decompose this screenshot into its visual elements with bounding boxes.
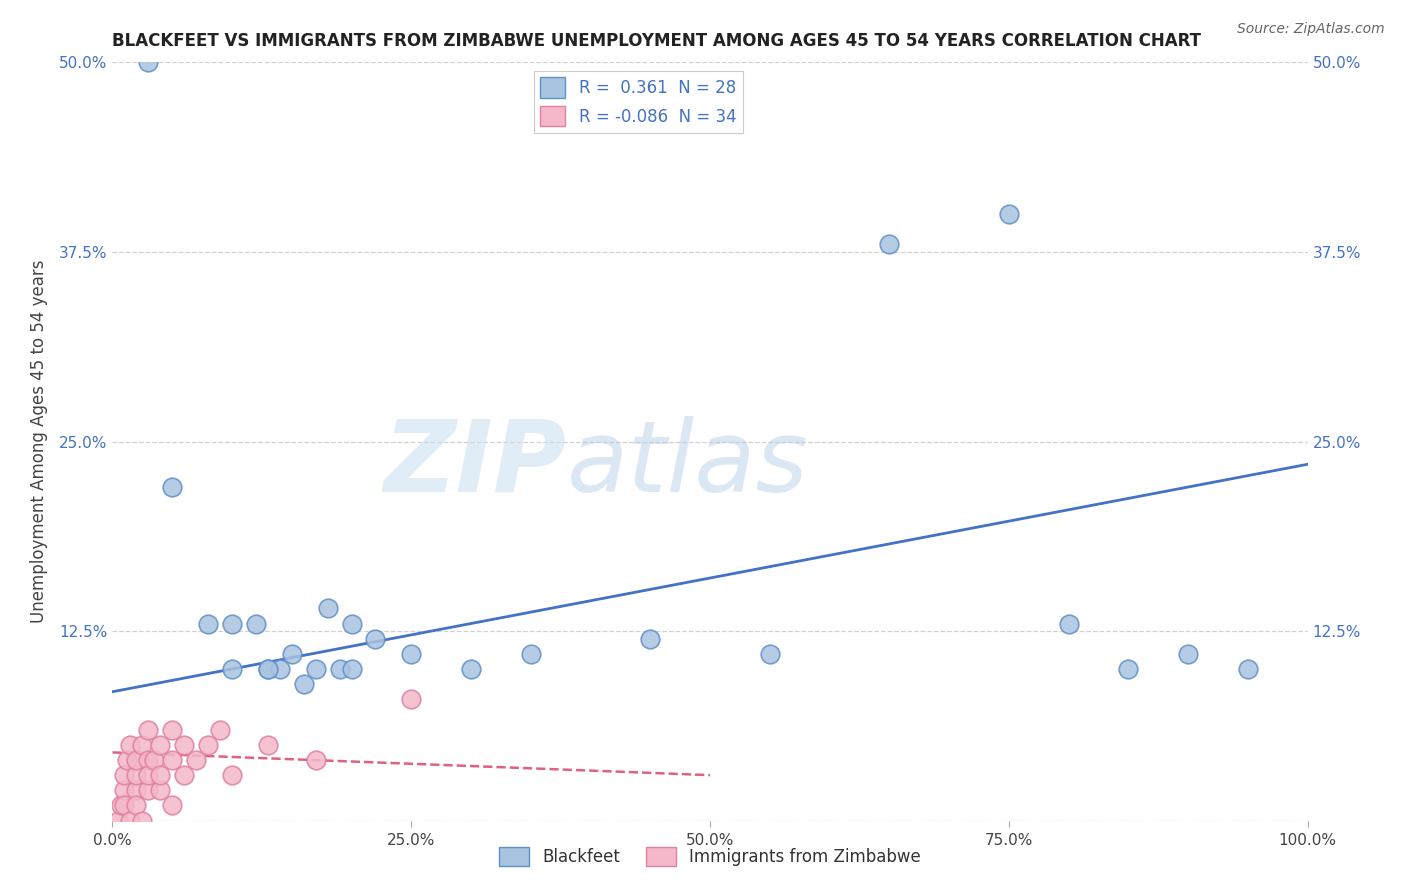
Point <box>305 662 328 676</box>
Legend: Blackfeet, Immigrants from Zimbabwe: Blackfeet, Immigrants from Zimbabwe <box>492 840 928 873</box>
Point <box>143 753 166 767</box>
Point <box>186 753 208 767</box>
Text: ZIP: ZIP <box>384 416 567 513</box>
Point <box>115 753 138 767</box>
Point <box>114 768 135 782</box>
Point <box>640 632 662 646</box>
Point <box>329 662 352 676</box>
Point <box>1118 662 1140 676</box>
Point <box>401 692 423 706</box>
Point <box>221 662 243 676</box>
Point <box>120 738 142 752</box>
Point <box>1237 662 1260 676</box>
Point <box>197 738 219 752</box>
Point <box>162 753 183 767</box>
Text: atlas: atlas <box>567 416 808 513</box>
Point <box>759 647 782 661</box>
Point <box>110 798 132 813</box>
Point <box>209 723 232 737</box>
Point <box>340 662 363 676</box>
Point <box>125 783 148 797</box>
Point <box>173 738 195 752</box>
Point <box>221 616 243 631</box>
Point <box>340 616 363 631</box>
Point <box>162 723 183 737</box>
Point <box>114 783 135 797</box>
Point <box>131 738 153 752</box>
Point <box>138 55 160 70</box>
Point <box>149 783 172 797</box>
Point <box>138 783 160 797</box>
Point <box>257 738 280 752</box>
Point <box>316 601 339 615</box>
Point <box>401 647 423 661</box>
Point <box>257 662 280 676</box>
Point <box>1177 647 1199 661</box>
Point <box>292 677 315 691</box>
Point <box>269 662 291 676</box>
Point <box>149 738 172 752</box>
Point <box>879 237 901 252</box>
Point <box>114 798 135 813</box>
Point <box>125 798 148 813</box>
Text: BLACKFEET VS IMMIGRANTS FROM ZIMBABWE UNEMPLOYMENT AMONG AGES 45 TO 54 YEARS COR: BLACKFEET VS IMMIGRANTS FROM ZIMBABWE UN… <box>112 32 1202 50</box>
Point <box>162 480 183 494</box>
Point <box>245 616 267 631</box>
Point <box>173 768 195 782</box>
Point <box>257 662 280 676</box>
Point <box>221 768 243 782</box>
Point <box>364 632 387 646</box>
Point <box>107 814 129 828</box>
Point <box>125 768 148 782</box>
Point <box>460 662 482 676</box>
Point <box>520 647 543 661</box>
Point <box>197 616 219 631</box>
Point <box>138 723 160 737</box>
Point <box>131 814 153 828</box>
Point <box>305 753 328 767</box>
Point <box>120 814 142 828</box>
Point <box>1057 616 1080 631</box>
Y-axis label: Unemployment Among Ages 45 to 54 years: Unemployment Among Ages 45 to 54 years <box>30 260 48 624</box>
Point <box>138 753 160 767</box>
Point <box>149 768 172 782</box>
Point <box>138 768 160 782</box>
Point <box>998 207 1021 221</box>
Point <box>125 753 148 767</box>
Text: Source: ZipAtlas.com: Source: ZipAtlas.com <box>1237 22 1385 37</box>
Point <box>162 798 183 813</box>
Point <box>281 647 304 661</box>
